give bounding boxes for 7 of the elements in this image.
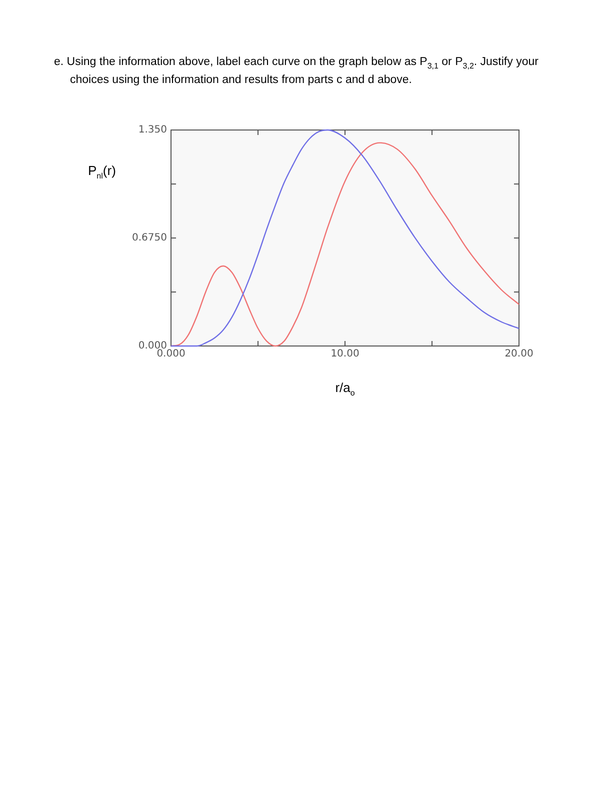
y-tick-label: 1.350 <box>138 124 167 136</box>
x-axis-title: r/a$_{o}$ <box>334 380 356 398</box>
x-tick-label: 10.00 <box>330 348 360 360</box>
x-tick-label: 20.00 <box>504 348 534 360</box>
chart-title: e. Using the information above, label each curve on the graph below as P$_{3,1}$ or P$_{3,2}$. Justify your choices using the information and results from parts c and d above. <box>54 56 538 86</box>
y-tick-label: 0.6750 <box>132 232 167 244</box>
y-axis-title: P$_{nl}$(r) <box>88 163 116 181</box>
